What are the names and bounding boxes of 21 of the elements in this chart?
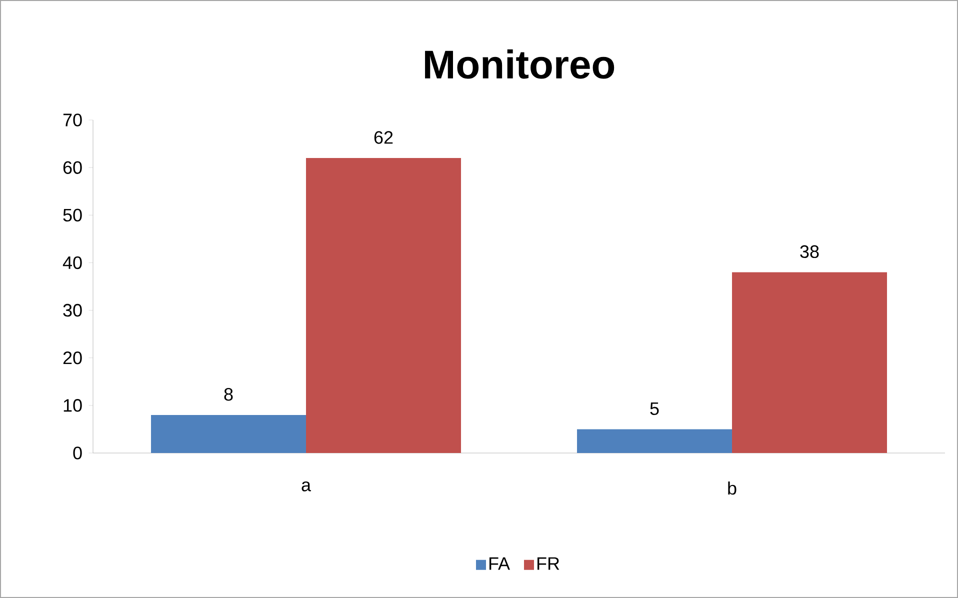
bar bbox=[151, 414, 306, 453]
data-label: 8 bbox=[224, 388, 233, 401]
x-tick-label: a bbox=[302, 481, 312, 492]
y-tick-label: 70 bbox=[63, 114, 82, 126]
x-tick-label: b bbox=[728, 481, 736, 495]
bar bbox=[577, 429, 732, 453]
legend-label: FR bbox=[537, 557, 560, 570]
data-label: 5 bbox=[650, 402, 659, 416]
y-tick-label: 50 bbox=[63, 208, 82, 222]
bar bbox=[306, 158, 462, 453]
y-tick-label: 60 bbox=[63, 161, 82, 174]
y-tick-label: 0 bbox=[73, 446, 82, 460]
data-label: 38 bbox=[800, 245, 819, 258]
chart-title: Monitoreo bbox=[425, 49, 614, 79]
y-tick-label: 40 bbox=[62, 256, 82, 270]
bar bbox=[732, 272, 888, 453]
legend-label: FA bbox=[489, 557, 510, 570]
data-label: 62 bbox=[374, 131, 393, 144]
y-tick-label: 20 bbox=[63, 351, 82, 364]
y-tick-label: 10 bbox=[64, 399, 82, 412]
y-tick-label: 30 bbox=[63, 304, 82, 317]
